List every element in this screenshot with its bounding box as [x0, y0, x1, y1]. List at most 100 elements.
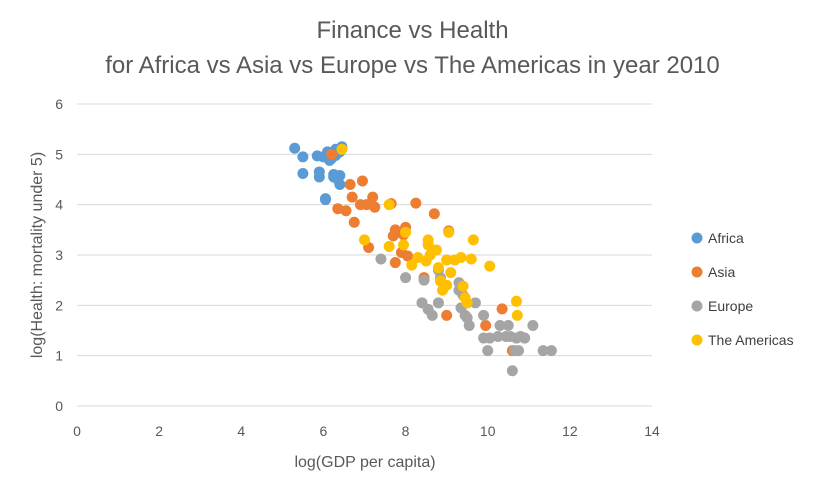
- data-point: [478, 309, 490, 321]
- legend-item[interactable]: The Americas: [691, 332, 794, 348]
- y-axis-title: log(Health: mortality under 5): [29, 152, 46, 358]
- data-point: [389, 224, 401, 236]
- data-point: [297, 167, 309, 179]
- y-tick-label: 4: [55, 197, 63, 213]
- data-point: [319, 194, 331, 206]
- data-point: [443, 226, 455, 238]
- data-point: [418, 274, 430, 286]
- data-point: [432, 297, 444, 309]
- legend-marker: [691, 232, 703, 244]
- legend-marker: [691, 334, 703, 346]
- series-2: [375, 253, 557, 377]
- legend-label: Asia: [708, 264, 735, 280]
- series-1: [326, 148, 518, 357]
- data-point: [348, 216, 360, 228]
- data-point: [313, 171, 325, 183]
- data-point: [445, 267, 457, 279]
- legend-label: Africa: [708, 230, 744, 246]
- data-point: [465, 253, 477, 265]
- data-point: [402, 250, 414, 262]
- data-point: [289, 142, 301, 154]
- data-point: [430, 244, 442, 256]
- data-point: [527, 319, 539, 331]
- data-point: [367, 191, 379, 203]
- data-point: [400, 272, 412, 284]
- data-point: [506, 365, 518, 377]
- data-point: [463, 319, 475, 331]
- data-point: [496, 303, 508, 315]
- data-points: [289, 141, 557, 377]
- data-point: [334, 169, 346, 181]
- legend-label: Europe: [708, 298, 753, 314]
- data-point: [400, 226, 412, 238]
- data-point: [457, 280, 469, 292]
- data-point: [356, 175, 368, 187]
- x-tick-label: 14: [644, 423, 660, 439]
- data-point: [340, 205, 352, 217]
- data-point: [344, 179, 356, 191]
- x-tick-label: 10: [480, 423, 496, 439]
- data-point: [334, 179, 346, 191]
- data-point: [441, 279, 453, 291]
- data-point: [467, 234, 479, 246]
- x-tick-label: 0: [73, 423, 81, 439]
- data-point: [461, 297, 473, 309]
- data-point: [412, 252, 424, 264]
- x-tick-label: 12: [562, 423, 578, 439]
- legend-item[interactable]: Africa: [691, 230, 745, 246]
- data-point: [410, 197, 422, 209]
- x-tick-label: 8: [402, 423, 410, 439]
- data-point: [389, 257, 401, 269]
- legend-item[interactable]: Asia: [691, 264, 736, 280]
- data-point: [494, 319, 506, 331]
- chart-subtitle: for Africa vs Asia vs Europe vs The Amer…: [105, 52, 720, 79]
- data-point: [455, 252, 467, 264]
- data-point: [426, 309, 438, 321]
- x-tick-label: 6: [320, 423, 328, 439]
- data-point: [441, 309, 453, 321]
- data-point: [537, 345, 549, 357]
- x-tick-label: 2: [155, 423, 163, 439]
- data-point: [383, 199, 395, 211]
- chart-title: Finance vs Health: [316, 17, 509, 44]
- data-point: [359, 234, 370, 246]
- legend-marker: [691, 300, 703, 312]
- data-point: [482, 345, 494, 357]
- gridlines: [77, 103, 652, 407]
- data-point: [432, 262, 444, 274]
- data-point: [492, 331, 504, 343]
- data-point: [326, 148, 338, 160]
- data-point: [545, 345, 557, 357]
- x-axis-title: log(GDP per capita): [294, 454, 435, 471]
- y-tick-label: 2: [55, 297, 63, 313]
- data-point: [398, 239, 410, 251]
- data-point: [480, 319, 492, 331]
- data-point: [484, 260, 496, 272]
- data-point: [519, 332, 531, 344]
- data-point: [336, 143, 348, 155]
- data-point: [513, 345, 525, 357]
- data-point: [422, 239, 434, 251]
- data-point: [383, 240, 395, 252]
- legend[interactable]: Africa Asia Europe The Americas: [691, 230, 794, 348]
- data-point: [502, 319, 514, 331]
- data-point: [369, 201, 381, 213]
- series-3: [336, 143, 523, 321]
- legend-item[interactable]: Europe: [691, 298, 754, 314]
- data-point: [332, 203, 344, 215]
- y-axis-ticks: 0 1 2 3 4 5 6: [55, 96, 63, 414]
- y-tick-label: 6: [55, 96, 63, 112]
- data-point: [441, 254, 453, 266]
- data-point: [510, 295, 522, 307]
- y-tick-label: 1: [55, 348, 63, 364]
- y-tick-label: 3: [55, 247, 63, 263]
- data-point: [511, 309, 523, 321]
- data-point: [375, 253, 387, 265]
- legend-label: The Americas: [708, 332, 794, 348]
- data-point: [346, 191, 358, 203]
- y-tick-label: 5: [55, 146, 63, 162]
- y-tick-label: 0: [55, 398, 63, 414]
- x-tick-label: 4: [237, 423, 245, 439]
- data-point: [469, 297, 481, 309]
